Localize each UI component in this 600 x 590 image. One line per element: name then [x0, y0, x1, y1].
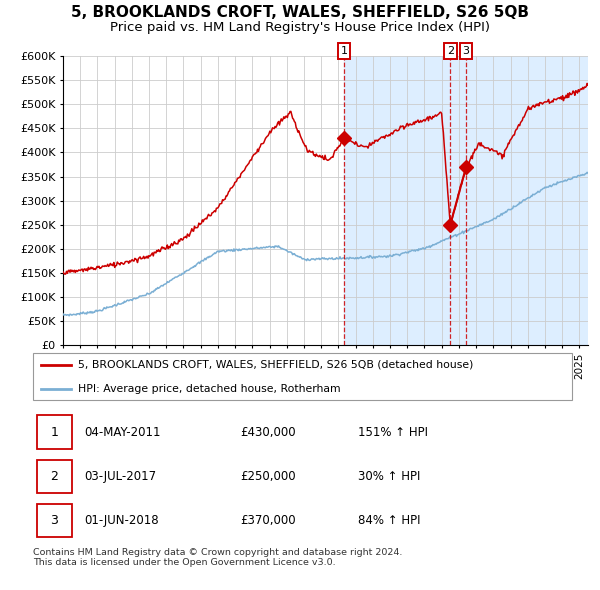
Text: 5, BROOKLANDS CROFT, WALES, SHEFFIELD, S26 5QB: 5, BROOKLANDS CROFT, WALES, SHEFFIELD, S…: [71, 5, 529, 19]
Text: 3: 3: [463, 46, 470, 56]
Text: 04-MAY-2011: 04-MAY-2011: [85, 425, 161, 438]
Text: HPI: Average price, detached house, Rotherham: HPI: Average price, detached house, Roth…: [78, 384, 341, 394]
Text: 2: 2: [447, 46, 454, 56]
Text: 84% ↑ HPI: 84% ↑ HPI: [358, 514, 420, 527]
Text: 1: 1: [341, 46, 347, 56]
Bar: [344, 56, 588, 345]
Text: Contains HM Land Registry data © Crown copyright and database right 2024.
This d: Contains HM Land Registry data © Crown c…: [33, 548, 403, 567]
Text: £370,000: £370,000: [240, 514, 296, 527]
FancyBboxPatch shape: [33, 353, 572, 400]
Text: 30% ↑ HPI: 30% ↑ HPI: [358, 470, 420, 483]
Text: 1: 1: [50, 425, 58, 438]
FancyBboxPatch shape: [37, 460, 72, 493]
Text: 03-JUL-2017: 03-JUL-2017: [85, 470, 157, 483]
Text: Price paid vs. HM Land Registry's House Price Index (HPI): Price paid vs. HM Land Registry's House …: [110, 21, 490, 34]
Text: £430,000: £430,000: [240, 425, 296, 438]
FancyBboxPatch shape: [37, 415, 72, 448]
FancyBboxPatch shape: [37, 504, 72, 537]
Text: 01-JUN-2018: 01-JUN-2018: [85, 514, 159, 527]
Text: 2: 2: [50, 470, 58, 483]
Text: 151% ↑ HPI: 151% ↑ HPI: [358, 425, 428, 438]
Text: 3: 3: [50, 514, 58, 527]
Text: 5, BROOKLANDS CROFT, WALES, SHEFFIELD, S26 5QB (detached house): 5, BROOKLANDS CROFT, WALES, SHEFFIELD, S…: [78, 360, 473, 370]
Text: £250,000: £250,000: [240, 470, 296, 483]
